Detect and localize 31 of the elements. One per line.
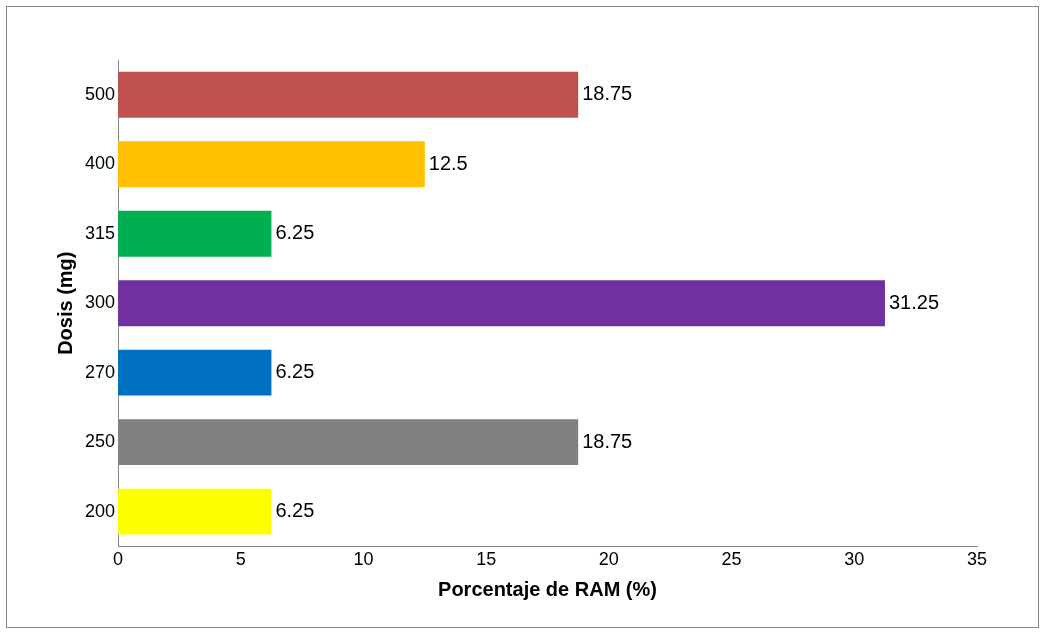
y-tick-label: 500 (84, 83, 116, 104)
x-tick-label: 15 (476, 549, 497, 570)
data-label: 6.25 (275, 221, 315, 244)
x-tick-label: 25 (721, 549, 742, 570)
data-label: 6.25 (275, 499, 315, 522)
data-label: 31.25 (888, 290, 940, 313)
x-tick-label: 35 (966, 549, 988, 570)
bar (118, 349, 272, 396)
data-label: 18.75 (582, 82, 633, 105)
x-tick-label: 20 (598, 549, 619, 570)
bar (118, 488, 272, 535)
x-tick-label: 30 (844, 549, 865, 570)
y-tick-label: 200 (84, 500, 116, 521)
data-label: 12.5 (428, 151, 468, 174)
y-tick-label: 400 (84, 153, 116, 174)
x-tick-label: 10 (353, 549, 374, 570)
bar (118, 71, 579, 118)
y-tick-label: 250 (84, 431, 116, 452)
bar (118, 210, 272, 257)
y-tick-label: 300 (84, 292, 116, 313)
y-tick-label: 270 (84, 361, 116, 382)
data-label: 6.25 (275, 360, 315, 383)
y-tick-label: 315 (84, 222, 116, 243)
bar (118, 419, 579, 466)
data-label: 18.75 (582, 429, 633, 452)
y-axis-title: Dosis (mg) (53, 251, 76, 355)
bar (118, 280, 885, 327)
x-axis-title: Porcentaje de RAM (%) (438, 577, 657, 600)
x-tick-label: 5 (235, 549, 246, 570)
x-tick-label: 0 (113, 549, 124, 570)
bar (118, 141, 425, 188)
